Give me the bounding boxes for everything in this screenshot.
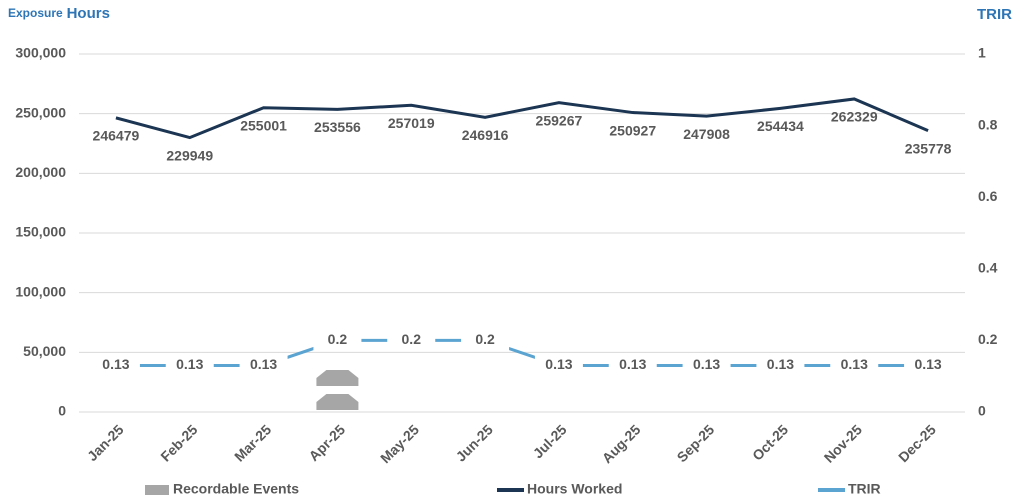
event-icon <box>316 394 359 410</box>
line <box>115 97 929 140</box>
label-bg <box>313 330 362 351</box>
x-tick-label: Oct-25 <box>749 421 791 463</box>
data-label: 0.13 <box>767 356 794 372</box>
data-label: 229949 <box>166 147 213 163</box>
data-label: 250927 <box>609 122 656 138</box>
y-tick-label: 50,000 <box>23 343 66 359</box>
data-label: 0.13 <box>176 356 203 372</box>
y-tick-label: 0 <box>58 403 66 419</box>
line <box>115 338 929 367</box>
label-bg <box>461 330 510 351</box>
y-tick-label: 250,000 <box>15 104 66 120</box>
x-tick-label: Jul-25 <box>530 421 570 461</box>
x-tick-label: Feb-25 <box>157 421 200 464</box>
data-label: 0.13 <box>619 356 646 372</box>
data-label: 0.13 <box>693 356 720 372</box>
data-label: 235778 <box>905 140 952 156</box>
x-tick-label: Nov-25 <box>821 421 865 465</box>
x-tick-label: Aug-25 <box>599 421 644 466</box>
y2-tick-label: 0.8 <box>978 116 998 132</box>
y2-axis-title: TRIR <box>977 6 1012 23</box>
x-tick-label: Dec-25 <box>895 421 939 465</box>
data-label: 0.13 <box>250 356 277 372</box>
y-axis-title-part: Hours <box>67 5 110 22</box>
x-tick-label: May-25 <box>377 421 422 466</box>
data-label: 0.13 <box>102 356 129 372</box>
y2-tick-label: 0 <box>978 403 986 419</box>
data-label: 0.13 <box>545 356 572 372</box>
data-label: 246916 <box>462 127 509 143</box>
legend-label: Recordable Events <box>173 481 299 497</box>
label-bg <box>91 355 140 376</box>
label-bg <box>904 355 953 376</box>
event-icon <box>316 370 359 386</box>
label-bg <box>534 355 583 376</box>
data-label: 247908 <box>683 126 730 142</box>
label-bg <box>387 330 436 351</box>
label-bg <box>756 355 805 376</box>
y-tick-label: 300,000 <box>15 45 66 61</box>
data-label: 259267 <box>536 112 583 128</box>
x-tick-label: Jan-25 <box>84 421 127 464</box>
y-tick-label: 200,000 <box>15 164 66 180</box>
data-label: 253556 <box>314 119 361 135</box>
x-tick-label: Mar-25 <box>231 421 274 464</box>
label-bg <box>682 355 731 376</box>
data-label: 254434 <box>757 118 804 134</box>
legend-label: Hours Worked <box>527 481 622 497</box>
data-label: 0.2 <box>328 331 348 347</box>
y2-tick-label: 0.2 <box>978 331 998 347</box>
label-bg <box>830 355 879 376</box>
label-bg <box>165 355 214 376</box>
data-label: 257019 <box>388 115 435 131</box>
data-label: 262329 <box>831 109 878 125</box>
y2-tick-label: 0.4 <box>978 260 998 276</box>
y2-tick-label: 1 <box>978 45 986 61</box>
y-tick-label: 150,000 <box>15 224 66 240</box>
label-bg <box>608 355 657 376</box>
data-label: 255001 <box>240 117 287 133</box>
x-tick-label: Sep-25 <box>674 421 718 465</box>
y-tick-label: 100,000 <box>15 283 66 299</box>
x-tick-label: Apr-25 <box>305 421 348 464</box>
label-bg <box>239 355 288 376</box>
data-label: 0.13 <box>841 356 868 372</box>
y-axis-title: Exposure Hours <box>8 5 110 22</box>
data-label: 246479 <box>93 128 140 144</box>
data-label: 0.13 <box>914 356 941 372</box>
data-label: 0.2 <box>402 331 422 347</box>
y2-tick-label: 0.6 <box>978 188 998 204</box>
x-tick-label: Jun-25 <box>453 421 496 464</box>
legend-label: TRIR <box>848 481 881 497</box>
legend-swatch <box>145 485 169 495</box>
y-axis-title-part: Exposure <box>8 6 63 20</box>
data-label: 0.2 <box>475 331 495 347</box>
